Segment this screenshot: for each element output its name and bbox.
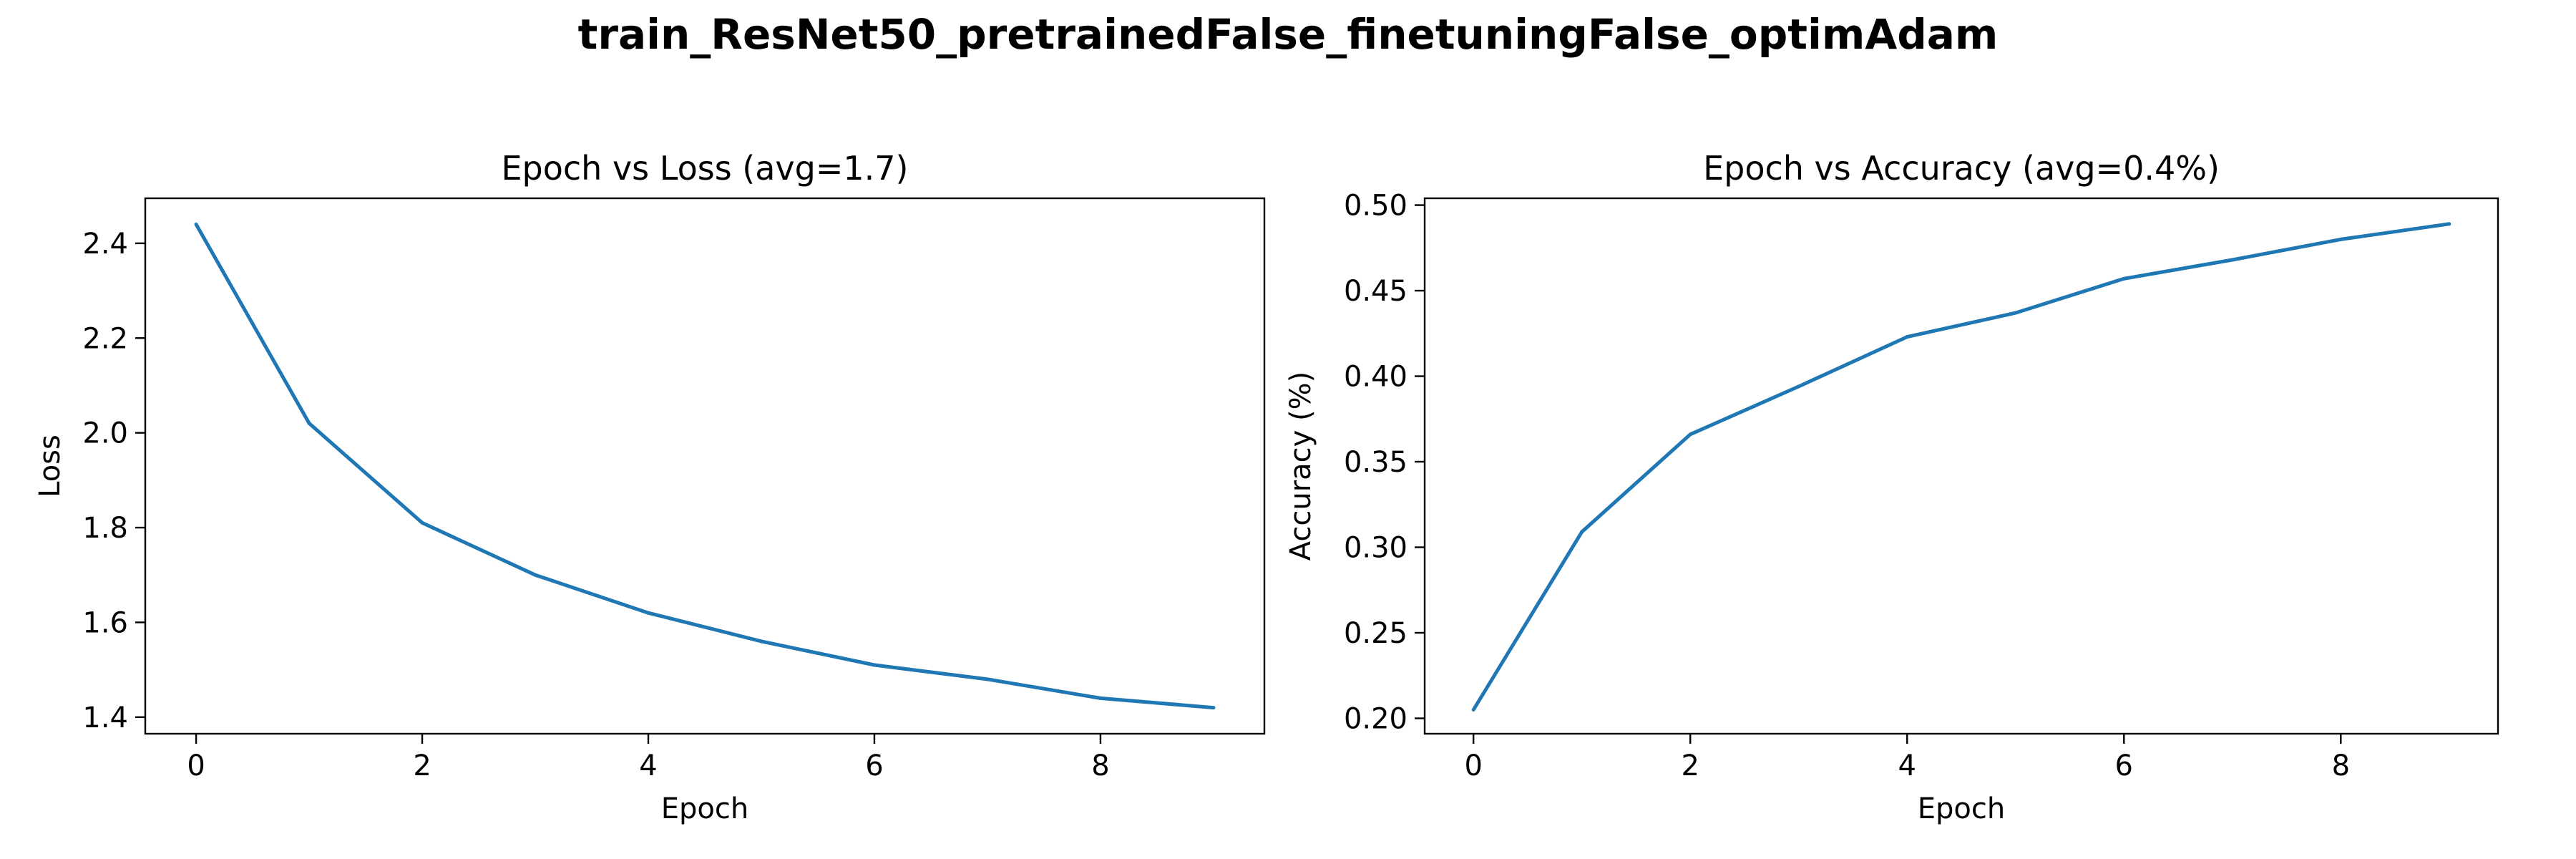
accuracy-x-tick-label: 2 — [1681, 749, 1699, 782]
loss-y-tick-label: 2.0 — [82, 417, 128, 450]
accuracy-chart-title: Epoch vs Accuracy (avg=0.4%) — [1703, 149, 2220, 188]
loss-data-point — [420, 520, 424, 525]
figure-suptitle: train_ResNet50_pretrainedFalse_finetunin… — [578, 10, 1999, 59]
accuracy-y-tick-label: 0.50 — [1344, 190, 1407, 223]
accuracy-axes: Epoch vs Accuracy (avg=0.4%) 0 2 4 6 8 0.20 0.2… — [1284, 149, 2499, 825]
accuracy-data-point — [2338, 237, 2343, 241]
accuracy-data-point — [1905, 335, 1909, 339]
loss-x-tick-label: 4 — [639, 749, 657, 782]
accuracy-data-point — [2447, 222, 2451, 226]
accuracy-data-point — [1471, 708, 1475, 712]
loss-series-line — [194, 223, 1214, 710]
accuracy-x-tick-label: 4 — [1898, 749, 1916, 782]
loss-x-tick-label: 2 — [413, 749, 431, 782]
loss-y-axis-label: Loss — [34, 435, 67, 498]
loss-data-point — [872, 663, 877, 667]
accuracy-y-tick-label: 0.40 — [1344, 361, 1407, 394]
loss-data-point — [985, 677, 990, 681]
loss-y-tick-label: 1.6 — [82, 606, 128, 639]
accuracy-y-tick-label: 0.20 — [1344, 702, 1407, 735]
accuracy-data-point — [2230, 258, 2235, 262]
loss-x-tick-label: 0 — [187, 749, 205, 782]
accuracy-y-tick-label: 0.45 — [1344, 275, 1407, 308]
accuracy-x-tick-label: 6 — [2115, 749, 2133, 782]
loss-y-tick-label: 1.8 — [82, 512, 128, 545]
loss-x-tick-label: 8 — [1091, 749, 1109, 782]
loss-data-point — [759, 639, 763, 644]
loss-data-point — [307, 421, 311, 425]
accuracy-y-tick-label: 0.30 — [1344, 532, 1407, 565]
accuracy-x-axis-label: Epoch — [1918, 792, 2005, 825]
loss-y-tick-label: 2.2 — [82, 322, 128, 355]
loss-data-point — [1098, 696, 1103, 700]
accuracy-axes-frame — [1423, 197, 2499, 735]
loss-data-point — [1211, 706, 1216, 710]
loss-x-axis-label: Epoch — [661, 792, 748, 825]
accuracy-y-axis-label: Accuracy (%) — [1284, 372, 1317, 561]
accuracy-y-tick-label: 0.25 — [1344, 617, 1407, 650]
loss-axes-frame — [144, 197, 1266, 735]
accuracy-data-point — [1688, 432, 1692, 437]
accuracy-data-point — [2122, 276, 2126, 281]
accuracy-x-tick-label: 8 — [2332, 749, 2350, 782]
loss-data-point — [646, 611, 650, 615]
loss-y-tick-label: 2.4 — [82, 228, 128, 261]
loss-y-tick-label: 1.4 — [82, 702, 128, 734]
accuracy-data-point — [2014, 311, 2018, 315]
accuracy-y-tick-label: 0.35 — [1344, 446, 1407, 479]
loss-axes: Epoch vs Loss (avg=1.7) 0 2 4 6 8 1.4 1.6 1.8 2.0… — [34, 149, 1266, 825]
accuracy-data-point — [1797, 384, 1801, 389]
accuracy-series-line — [1472, 222, 2450, 711]
accuracy-x-tick-label: 0 — [1464, 749, 1482, 782]
loss-x-tick-label: 6 — [865, 749, 883, 782]
accuracy-data-point — [1580, 530, 1584, 534]
loss-data-point — [533, 573, 537, 577]
loss-chart-title: Epoch vs Loss (avg=1.7) — [501, 149, 908, 188]
loss-data-point — [194, 222, 198, 226]
